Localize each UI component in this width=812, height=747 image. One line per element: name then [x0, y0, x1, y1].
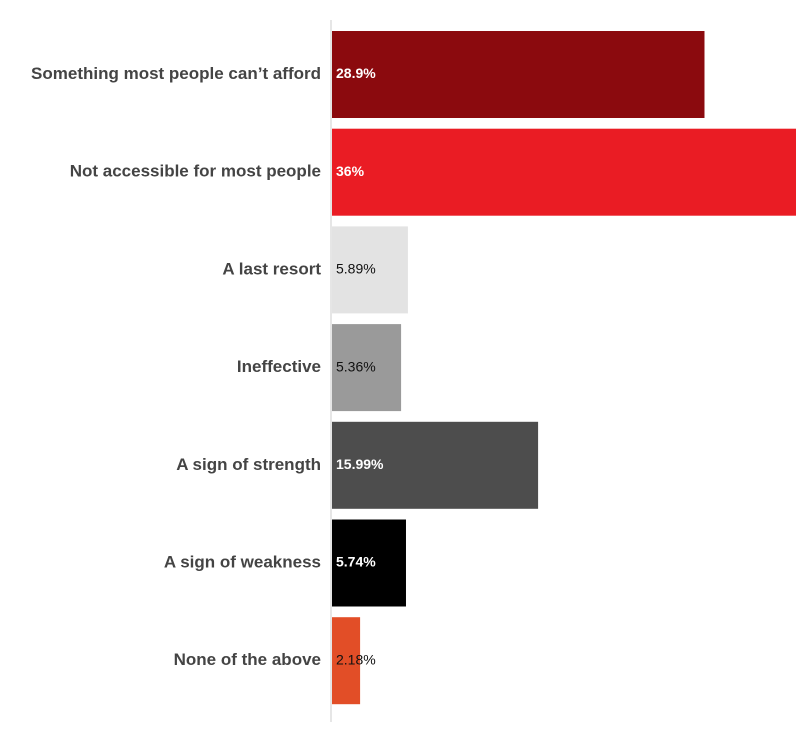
bar-1 — [332, 31, 705, 118]
category-label: A sign of strength — [176, 455, 321, 474]
category-label: Ineffective — [237, 357, 321, 376]
value-label: 28.9% — [336, 65, 376, 81]
value-label: 5.89% — [336, 261, 376, 277]
value-label: 2.18% — [336, 651, 376, 667]
bars-group: Something most people can’t afford 28.9% N… — [31, 31, 796, 705]
category-label: Not accessible for most people — [70, 162, 321, 181]
bar-6 — [332, 519, 406, 607]
bar-4 — [332, 324, 402, 412]
category-label: A last resort — [222, 259, 321, 278]
value-label: 36% — [336, 163, 365, 179]
bar-7 — [332, 617, 361, 705]
value-label: 15.99% — [336, 456, 384, 472]
bar-3 — [332, 226, 408, 314]
value-label: 5.74% — [336, 554, 376, 570]
category-label: None of the above — [174, 650, 321, 669]
category-label: A sign of weakness — [164, 552, 321, 571]
value-label: 5.36% — [336, 358, 376, 374]
category-label: Something most people can’t afford — [31, 64, 321, 83]
bar-5 — [332, 421, 539, 509]
bar-2 — [332, 128, 796, 216]
